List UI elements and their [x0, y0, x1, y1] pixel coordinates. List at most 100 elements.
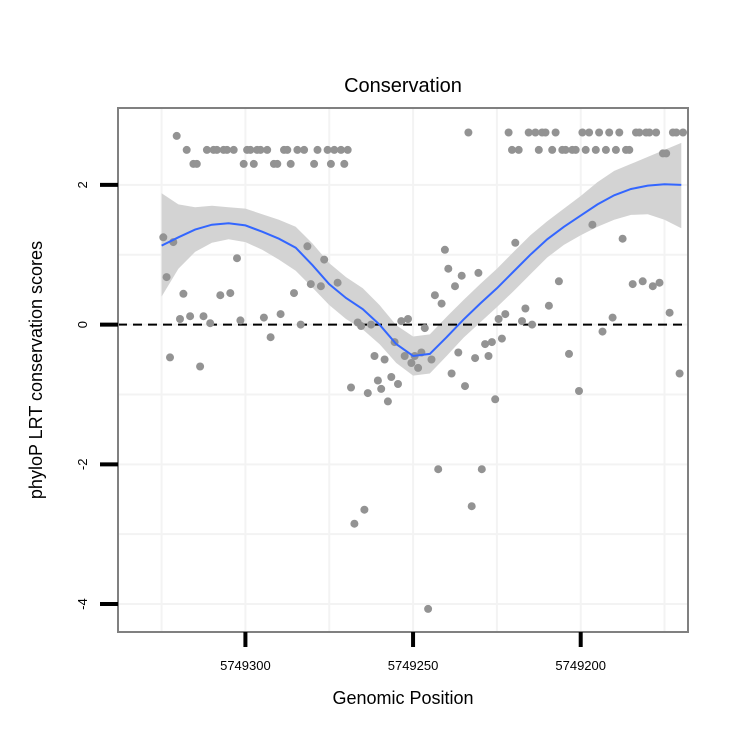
x-axis-label: Genomic Position: [332, 688, 473, 708]
y-tick-label: -2: [75, 459, 90, 471]
data-point: [427, 355, 436, 364]
data-point: [518, 317, 526, 326]
data-point: [286, 159, 295, 168]
data-point: [239, 159, 248, 168]
data-point: [615, 128, 624, 137]
data-point: [675, 369, 684, 378]
data-point: [484, 352, 493, 360]
data-point: [511, 238, 520, 247]
data-point: [648, 282, 657, 291]
data-point: [192, 159, 201, 168]
data-point: [347, 383, 355, 392]
data-point: [494, 315, 503, 323]
data-point: [179, 289, 188, 298]
data-point: [276, 310, 285, 319]
x-tick-label: 5749200: [555, 658, 606, 673]
data-point: [350, 519, 359, 528]
data-point: [199, 312, 208, 321]
data-point: [266, 333, 275, 342]
data-point: [608, 313, 617, 322]
data-point: [581, 145, 590, 154]
data-point: [202, 145, 211, 154]
data-point: [605, 128, 614, 137]
data-point: [206, 319, 215, 328]
data-point: [551, 128, 560, 137]
axis-ticks-layer: [100, 182, 583, 647]
data-point: [182, 145, 191, 154]
data-point: [259, 313, 268, 322]
data-point: [541, 128, 550, 137]
plot-frame: [117, 107, 689, 633]
data-point: [263, 145, 272, 154]
smooth-line: [161, 183, 682, 358]
data-point: [306, 280, 315, 289]
data-point: [554, 277, 563, 286]
data-point: [229, 145, 238, 154]
data-point: [370, 352, 379, 360]
data-point: [628, 280, 637, 289]
data-point: [601, 145, 610, 154]
data-point: [283, 145, 292, 154]
data-point: [521, 304, 530, 313]
data-point: [296, 320, 305, 329]
data-point: [404, 315, 412, 323]
data-point: [383, 397, 392, 406]
data-point: [595, 128, 604, 137]
data-point: [471, 354, 480, 363]
data-point: [407, 359, 416, 367]
data-point: [477, 465, 486, 474]
data-point: [236, 316, 245, 325]
data-point: [491, 395, 500, 404]
data-point: [508, 145, 516, 154]
data-point: [625, 145, 634, 154]
data-point: [679, 128, 687, 137]
data-point: [514, 145, 523, 154]
data-point: [303, 242, 312, 251]
chart-title: Conservation: [344, 75, 462, 97]
data-point: [340, 159, 349, 168]
data-point: [487, 338, 496, 347]
data-point: [387, 373, 396, 381]
data-point: [611, 145, 620, 154]
data-point: [420, 324, 429, 333]
data-point: [337, 145, 345, 154]
data-point: [665, 308, 674, 317]
data-point: [571, 145, 580, 154]
data-point: [430, 291, 439, 300]
data-point: [638, 277, 647, 286]
data-point: [367, 320, 376, 329]
data-point: [497, 334, 506, 343]
data-point: [447, 369, 456, 378]
data-point: [578, 128, 587, 137]
data-point: [440, 245, 449, 254]
data-point: [585, 128, 594, 137]
y-tick-label: 2: [75, 181, 90, 188]
data-point: [166, 353, 174, 362]
data-point: [186, 312, 195, 321]
y-tick-labels: -4 -2 0 2: [75, 181, 90, 610]
data-point: [373, 376, 382, 385]
data-point: [588, 220, 597, 229]
data-point: [246, 145, 255, 154]
data-point: [223, 145, 231, 154]
data-point: [504, 128, 513, 137]
x-tick-labels: 5749300 5749250 5749200: [220, 658, 606, 673]
data-point: [534, 145, 543, 154]
data-point: [451, 282, 459, 291]
data-point: [363, 389, 372, 398]
data-point: [400, 352, 409, 360]
data-point: [434, 465, 443, 474]
data-point: [233, 254, 241, 263]
data-point: [437, 299, 446, 308]
data-point: [333, 278, 342, 287]
y-axis-label: phyloP LRT conservation scores: [26, 241, 46, 499]
data-point: [444, 264, 453, 273]
confidence-band-layer: [161, 142, 682, 376]
data-point: [226, 289, 235, 298]
data-point: [544, 301, 553, 310]
data-point: [172, 131, 181, 140]
data-point: [397, 317, 406, 326]
y-tick-label: -4: [75, 598, 90, 610]
data-point: [464, 128, 473, 137]
